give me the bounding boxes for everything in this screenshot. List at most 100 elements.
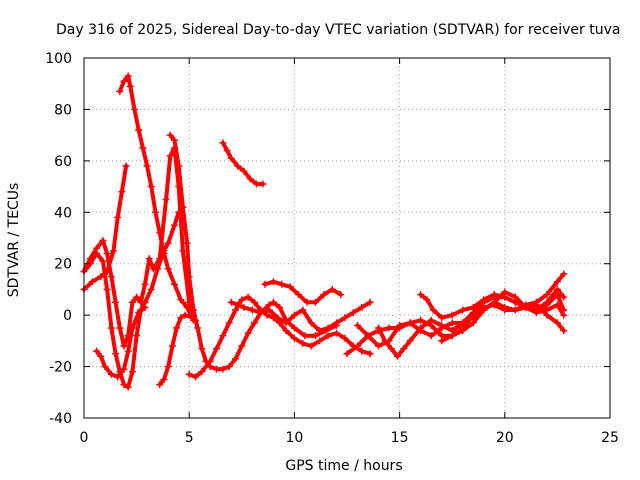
data-point [381, 337, 389, 345]
data-point [219, 139, 227, 147]
y-tick-label: 40 [54, 205, 72, 221]
data-point [147, 285, 155, 293]
data-point [177, 314, 185, 322]
data-point [358, 303, 366, 311]
y-tick-label: 0 [63, 308, 72, 324]
data-point [189, 314, 197, 322]
data-point [164, 239, 172, 247]
data-point [179, 203, 187, 211]
data-point [387, 345, 395, 353]
x-tick-label: 5 [185, 430, 194, 446]
data-point [152, 208, 160, 216]
data-point [133, 293, 141, 301]
data-point [170, 136, 178, 144]
data-point [133, 332, 141, 340]
data-point [358, 347, 366, 355]
data-point [128, 368, 136, 376]
data-point [166, 152, 174, 160]
data-point [480, 296, 488, 304]
data-point [240, 303, 248, 311]
data-point [234, 301, 242, 309]
data-point [324, 324, 332, 332]
y-tick-label: 20 [54, 257, 72, 273]
series-trace-8 [220, 140, 265, 186]
data-point [282, 319, 290, 327]
data-point [118, 188, 126, 196]
data-point [112, 298, 120, 306]
data-point [406, 337, 414, 345]
x-axis-label: GPS time / hours [285, 458, 402, 474]
data-point [99, 237, 107, 245]
data-point [320, 291, 328, 299]
data-point [269, 298, 277, 306]
data-point [219, 365, 227, 373]
data-point [250, 319, 258, 327]
x-tick-label: 10 [285, 430, 303, 446]
data-point [179, 247, 187, 255]
y-tick-label: 80 [54, 102, 72, 118]
data-point [276, 303, 284, 311]
y-tick-label: -40 [49, 411, 72, 427]
data-point [522, 303, 530, 311]
data-point [156, 381, 164, 389]
data-point [427, 316, 435, 324]
data-point [438, 337, 446, 345]
data-point [490, 298, 498, 306]
data-point [511, 306, 519, 314]
series-trace-2 [82, 164, 129, 292]
data-point [231, 306, 239, 314]
data-point [139, 144, 147, 152]
data-point [354, 321, 362, 329]
data-point [213, 345, 221, 353]
data-point [135, 126, 143, 134]
data-point [156, 229, 164, 237]
data-point [274, 314, 282, 322]
data-point [183, 303, 191, 311]
data-point [154, 265, 162, 273]
data-point [198, 368, 206, 376]
series-trace-15 [418, 287, 566, 320]
data-point [116, 324, 124, 332]
data-point [560, 311, 568, 319]
data-point [511, 293, 519, 301]
series-trace-6 [94, 305, 147, 379]
data-point [248, 306, 256, 314]
data-point [145, 255, 153, 263]
data-point [128, 324, 136, 332]
data-point [206, 357, 214, 365]
data-point [400, 345, 408, 353]
data-point [265, 306, 273, 314]
data-point [532, 298, 540, 306]
y-tick-label: 100 [45, 51, 72, 67]
data-point [244, 293, 252, 301]
data-point [259, 180, 267, 188]
data-point [177, 296, 185, 304]
data-point [114, 373, 122, 381]
data-point [120, 342, 128, 350]
data-point [128, 298, 136, 306]
data-point [225, 363, 233, 371]
data-point [290, 334, 298, 342]
data-point [341, 314, 349, 322]
data-point [93, 249, 101, 257]
data-point [393, 352, 401, 360]
data-point [560, 270, 568, 278]
data-point [553, 278, 561, 286]
data-point [253, 180, 261, 188]
data-point [130, 105, 138, 113]
data-point [301, 332, 309, 340]
data-point [448, 311, 456, 319]
data-point [257, 309, 265, 317]
data-point [120, 77, 128, 85]
data-point [225, 319, 233, 327]
data-point [126, 82, 134, 90]
data-point [295, 291, 303, 299]
data-point [354, 342, 362, 350]
data-point [417, 324, 425, 332]
x-tick-label: 20 [496, 430, 514, 446]
data-point [543, 298, 551, 306]
data-point [429, 306, 437, 314]
data-point [337, 291, 345, 299]
data-point [364, 332, 372, 340]
data-point [303, 298, 311, 306]
